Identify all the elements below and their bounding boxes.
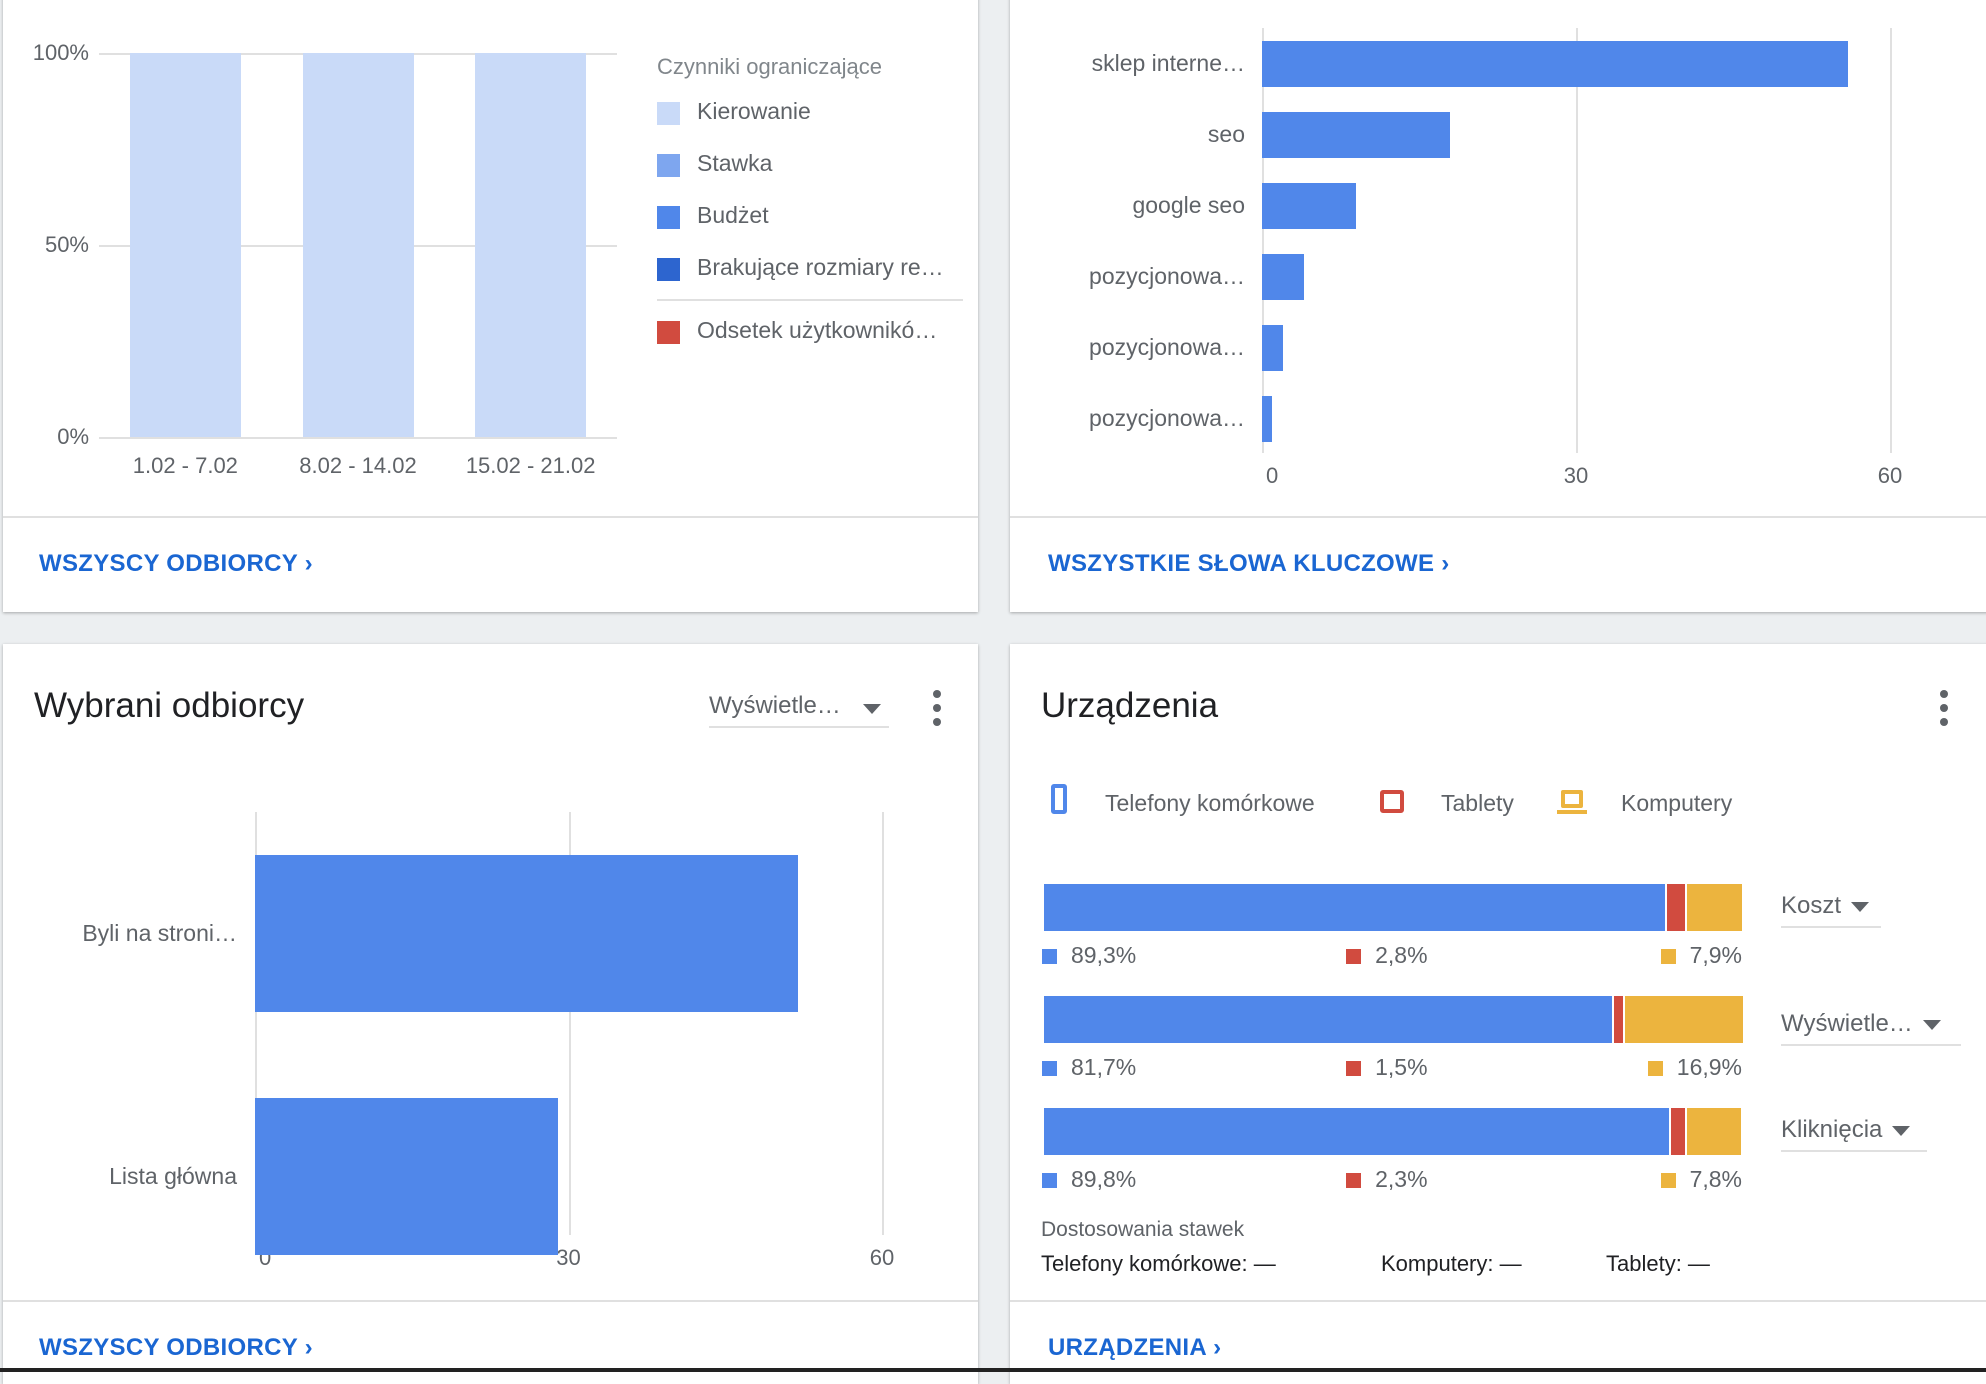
bid-adjustment-mobile: Telefony komórkowe: —	[1041, 1251, 1276, 1276]
category-label: Byli na stroni…	[82, 919, 237, 946]
device-segment-1	[1044, 1108, 1669, 1155]
gridline	[882, 812, 884, 1235]
category-label: pozycjonowa…	[1089, 404, 1245, 431]
x-tick-label: 0	[1266, 463, 1279, 488]
bar-4[interactable]	[1262, 253, 1304, 300]
targeting-limits-card: 0% 50% 100% 1.02 - 7.02 8.02 - 14.02 15.02 - …	[3, 0, 978, 612]
legend-square	[1346, 1173, 1362, 1189]
devices-link[interactable]: URZĄDZENIA ›	[1048, 1334, 1222, 1361]
x-tick-label: 60	[1877, 463, 1903, 488]
legend-square	[1042, 1173, 1057, 1189]
selected-audiences-card: Wybrani odbiorcy Wyświetle… 0 30 60 Byli na…	[3, 644, 978, 1384]
legend-square	[1042, 1061, 1057, 1077]
device-segment-2	[1614, 996, 1623, 1043]
legend-square	[1660, 949, 1676, 965]
gridline	[1262, 28, 1264, 453]
bar-2[interactable]	[255, 1098, 559, 1255]
category-label: sklep interne…	[1091, 49, 1245, 76]
device-share-value: 7,9%	[1660, 942, 1742, 969]
bid-adjustment-desktop: Komputery: —	[1381, 1251, 1522, 1276]
legend-square	[1647, 1061, 1663, 1077]
devices-card: Urządzenia Telefony komórkowe Tablety Ko…	[1010, 644, 1986, 1384]
all-keywords-link[interactable]: WSZYSTKIE SŁOWA KLUCZOWE ›	[1048, 550, 1450, 577]
dropdown-arrow-icon	[1922, 1019, 1941, 1030]
legend-square	[1346, 949, 1362, 965]
device-segment-1	[1044, 884, 1666, 931]
card-divider	[1010, 1300, 1986, 1302]
category-label: Lista główna	[109, 1162, 237, 1189]
bar-1[interactable]	[255, 855, 799, 1012]
phone-icon	[1051, 784, 1067, 814]
y-tick-label: 0%	[57, 424, 89, 449]
device-share-value: 1,5%	[1346, 1054, 1428, 1081]
legend-square	[1042, 949, 1057, 965]
bar-6[interactable]	[1262, 395, 1273, 442]
category-label: pozycjonowa…	[1089, 333, 1245, 360]
card-title: Wybrani odbiorcy	[34, 686, 305, 725]
bar-5[interactable]	[1262, 324, 1283, 371]
x-tick-label: 1.02 - 7.02	[132, 453, 238, 478]
all-audiences-link[interactable]: WSZYSCY ODBIORCY ›	[39, 550, 313, 577]
gridline	[99, 437, 617, 439]
device-share-value: 89,3%	[1042, 942, 1136, 969]
y-tick-label: 100%	[32, 40, 89, 65]
device-segment-2	[1667, 884, 1685, 931]
more-options-icon[interactable]	[932, 690, 942, 726]
metric-dropdown[interactable]: Wyświetle…	[1781, 1010, 1961, 1046]
x-tick-label: 8.02 - 14.02	[299, 453, 417, 478]
bar-1[interactable]	[1262, 40, 1849, 87]
device-segment-3	[1686, 1108, 1742, 1155]
laptop-icon	[1561, 790, 1583, 808]
tablet-icon	[1380, 790, 1404, 813]
dropdown-arrow-icon	[863, 704, 881, 714]
all-audiences-link[interactable]: WSZYSCY ODBIORCY ›	[39, 1334, 313, 1361]
bar-2[interactable]	[1262, 111, 1451, 158]
bar-3[interactable]	[1262, 182, 1357, 229]
gridline	[1576, 28, 1578, 453]
category-label: seo	[1207, 120, 1245, 147]
x-tick-label: 30	[556, 1245, 581, 1270]
legend-title: Czynniki ograniczające	[657, 54, 882, 79]
x-tick-label: 15.02 - 21.02	[465, 453, 596, 478]
device-share-value: 81,7%	[1042, 1054, 1136, 1081]
bid-adjustment-tablet: Tablety: —	[1606, 1251, 1710, 1276]
legend-square	[1346, 1061, 1362, 1077]
card-divider	[3, 1300, 978, 1302]
device-share-value: 16,9%	[1647, 1054, 1742, 1081]
bid-adjustments-title: Dostosowania stawek	[1041, 1218, 1245, 1241]
dropdown-arrow-icon	[1851, 901, 1870, 912]
category-label: pozycjonowa…	[1089, 262, 1245, 289]
device-segment-2	[1670, 1108, 1685, 1155]
bar-2	[302, 53, 414, 437]
device-segment-3	[1686, 884, 1742, 931]
bar-1	[129, 53, 241, 437]
device-segment-1	[1044, 996, 1613, 1043]
device-share-value: 89,8%	[1042, 1166, 1136, 1193]
y-tick-label: 50%	[44, 232, 89, 257]
metric-dropdown[interactable]: Wyświetle…	[709, 692, 889, 728]
x-tick-label: 30	[1563, 463, 1589, 488]
gridline	[1890, 28, 1892, 453]
bar-3	[475, 53, 587, 437]
gridline	[255, 812, 257, 1235]
legend-divider	[657, 299, 963, 301]
more-options-icon[interactable]	[1939, 690, 1949, 726]
device-share-value: 7,8%	[1660, 1166, 1742, 1193]
bottom-edge	[0, 1368, 1986, 1372]
dropdown-arrow-icon	[1892, 1125, 1911, 1136]
metric-dropdown[interactable]: Kliknięcia	[1781, 1116, 1927, 1152]
x-tick-label: 60	[869, 1245, 895, 1270]
keywords-card: 0 30 60 sklep interne… seo google seo pozycjon…	[1010, 0, 1986, 612]
metric-dropdown[interactable]: Koszt	[1781, 892, 1881, 928]
card-title: Urządzenia	[1041, 686, 1219, 725]
device-share-value: 2,3%	[1346, 1166, 1428, 1193]
gridline	[568, 812, 571, 1235]
card-divider	[1010, 516, 1986, 518]
legend-square	[1660, 1173, 1676, 1189]
category-label: google seo	[1132, 191, 1245, 218]
card-divider	[3, 516, 978, 518]
device-share-value: 2,8%	[1346, 942, 1428, 969]
device-segment-3	[1624, 996, 1743, 1043]
